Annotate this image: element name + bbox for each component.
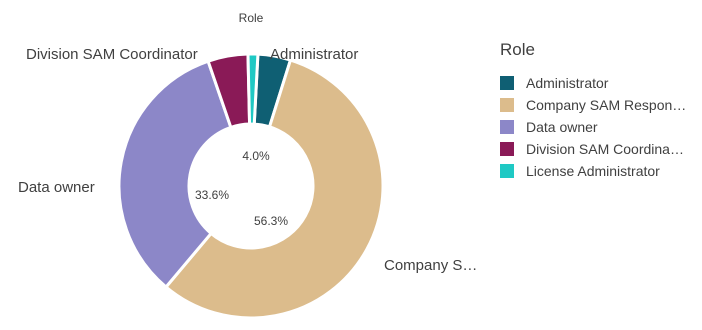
outer-labels: Administrator Company S… Data owner Divisio… (18, 46, 477, 274)
legend: Role Administrator Company SAM Respon… Dat… (500, 40, 700, 182)
outer-label-division-sam-coordinator: Division SAM Coordinator (26, 46, 198, 63)
percent-label-data-owner: 33.6% (195, 188, 229, 202)
legend-label: Division SAM Coordina… (526, 141, 684, 157)
slice-data-owner[interactable] (117, 59, 233, 290)
legend-label: License Administrator (526, 163, 660, 179)
slice-company-sam-responsible[interactable] (163, 58, 385, 320)
legend-item-data-owner[interactable]: Data owner (500, 116, 700, 138)
legend-label: Administrator (526, 75, 609, 91)
outer-label-company-sam-responsible: Company S… (384, 257, 477, 274)
donut-slices (117, 52, 385, 320)
legend-label: Data owner (526, 119, 598, 135)
outer-label-data-owner: Data owner (18, 179, 95, 196)
legend-item-company-sam-responsible[interactable]: Company SAM Respon… (500, 94, 700, 116)
percent-labels: 4.0% 56.3% 33.6% (195, 149, 288, 228)
legend-item-administrator[interactable]: Administrator (500, 72, 700, 94)
legend-item-license-administrator[interactable]: License Administrator (500, 160, 700, 182)
percent-label-administrator: 4.0% (242, 149, 270, 163)
percent-label-company-sam-responsible: 56.3% (254, 214, 288, 228)
legend-swatch (500, 142, 514, 156)
legend-swatch (500, 164, 514, 178)
legend-swatch (500, 76, 514, 90)
chart-title: Role (239, 11, 264, 25)
legend-title: Role (500, 40, 535, 59)
legend-label: Company SAM Respon… (526, 97, 687, 113)
legend-swatch (500, 98, 514, 112)
slice-license-administrator[interactable] (246, 52, 260, 126)
outer-label-administrator: Administrator (270, 46, 358, 63)
legend-item-division-sam-coordinator[interactable]: Division SAM Coordina… (500, 138, 700, 160)
legend-items: Administrator Company SAM Respon… Data own… (500, 72, 700, 182)
legend-swatch (500, 120, 514, 134)
